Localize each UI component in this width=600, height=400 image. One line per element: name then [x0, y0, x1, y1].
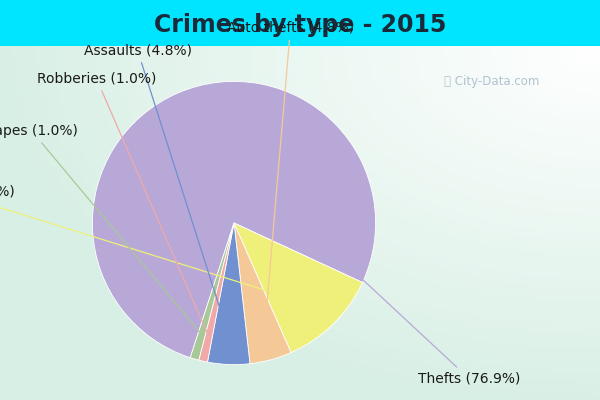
- Text: Robberies (1.0%): Robberies (1.0%): [37, 72, 208, 334]
- Wedge shape: [92, 82, 376, 358]
- Wedge shape: [234, 223, 291, 364]
- Text: Assaults (4.8%): Assaults (4.8%): [83, 43, 229, 336]
- Text: Burglaries (11.5%): Burglaries (11.5%): [0, 185, 313, 305]
- Text: ⓘ City-Data.com: ⓘ City-Data.com: [445, 75, 539, 88]
- Text: Rapes (1.0%): Rapes (1.0%): [0, 124, 200, 332]
- Wedge shape: [208, 223, 250, 365]
- Text: Crimes by type - 2015: Crimes by type - 2015: [154, 13, 446, 37]
- Wedge shape: [234, 223, 362, 352]
- Wedge shape: [199, 223, 234, 362]
- Text: Thefts (76.9%): Thefts (76.9%): [190, 118, 520, 386]
- Text: Auto thefts (4.8%): Auto thefts (4.8%): [227, 20, 354, 332]
- Wedge shape: [190, 223, 234, 360]
